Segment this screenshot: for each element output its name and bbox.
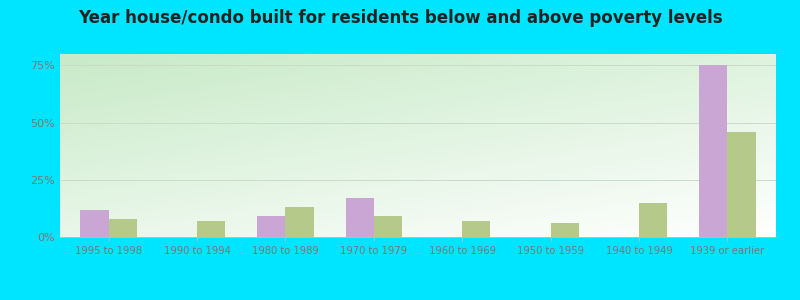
Bar [346,198,374,237]
Bar [257,216,286,237]
Bar [727,132,756,237]
Bar [550,223,579,237]
Bar [699,65,727,237]
Bar [197,221,226,237]
Bar [286,207,314,237]
Text: Year house/condo built for residents below and above poverty levels: Year house/condo built for residents bel… [78,9,722,27]
Bar [639,203,667,237]
Bar [109,219,137,237]
Bar [80,209,109,237]
Bar [374,216,402,237]
Bar [462,221,490,237]
